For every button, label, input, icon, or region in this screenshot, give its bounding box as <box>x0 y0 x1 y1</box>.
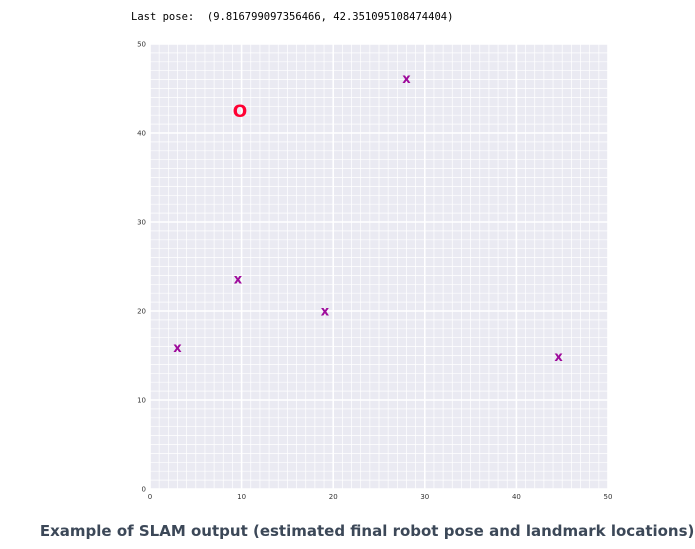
last-pose-label: Last pose: <box>131 11 195 23</box>
robot-pose-marker: O <box>233 102 247 122</box>
y-tick-label: 20 <box>137 308 146 316</box>
axis-ticks: 0 10 20 30 40 50 0 10 20 30 40 50 <box>137 41 612 502</box>
x-tick-label: 40 <box>512 493 521 501</box>
landmark-marker: x <box>321 304 330 319</box>
y-tick-label: 30 <box>137 219 146 227</box>
x-tick-label: 20 <box>329 493 338 501</box>
last-pose-readout: Last pose: (9.816799097356466, 42.351095… <box>131 11 453 23</box>
slam-plot: 0 10 20 30 40 50 0 10 20 30 40 50 x x x x x O <box>137 41 612 502</box>
x-tick-label: 30 <box>420 493 429 501</box>
x-tick-label: 10 <box>237 493 246 501</box>
last-pose-value: (9.816799097356466, 42.351095108474404) <box>206 11 454 23</box>
y-tick-label: 50 <box>137 41 146 49</box>
landmark-marker: x <box>234 272 243 287</box>
plot-markers: x x x x x O <box>173 72 563 365</box>
x-tick-label: 0 <box>148 493 152 501</box>
major-gridlines <box>149 43 609 490</box>
landmark-marker: x <box>402 72 411 87</box>
landmark-marker: x <box>173 341 182 356</box>
y-tick-label: 10 <box>137 397 146 405</box>
x-tick-label: 50 <box>604 493 613 501</box>
figure-caption: Example of SLAM output (estimated final … <box>39 522 695 540</box>
landmark-marker: x <box>554 350 563 365</box>
y-tick-label: 40 <box>137 130 146 138</box>
y-tick-label: 0 <box>142 486 146 494</box>
